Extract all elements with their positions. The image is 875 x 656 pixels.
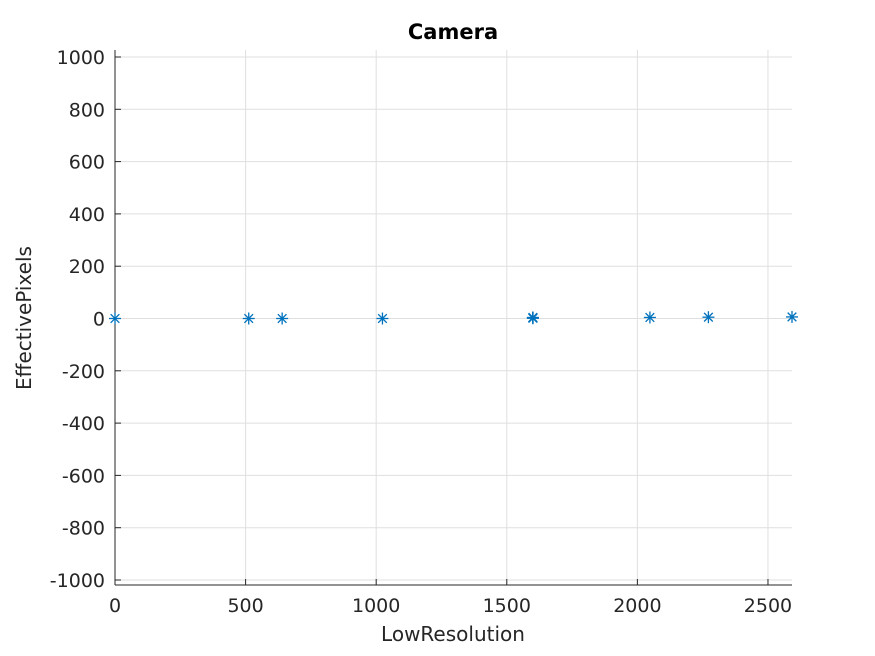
- y-tick-label: -800: [62, 518, 105, 540]
- data-point-1: [242, 312, 255, 325]
- y-tick-label: 200: [69, 256, 105, 278]
- y-tick-label: -1000: [50, 570, 105, 592]
- x-tick-label: 1500: [483, 595, 531, 617]
- axes: [114, 50, 792, 586]
- y-tick-label: 600: [69, 152, 105, 174]
- data-point-8: [643, 311, 656, 324]
- x-tick-label: 500: [227, 595, 263, 617]
- data-point-7: [526, 311, 539, 324]
- y-axis-ticks: -1000 -800 -600 -400 -200 0 200 400 600 800 1000: [50, 47, 121, 592]
- grid: [114, 50, 792, 585]
- y-tick-label: 800: [69, 99, 105, 121]
- x-tick-label: 2000: [613, 595, 661, 617]
- y-tick-label: -400: [62, 413, 105, 435]
- y-tick-label: 0: [93, 309, 105, 331]
- y-axis-label: EffectivePixels: [12, 246, 36, 390]
- x-axis-ticks: 0 500 1000 1500 2000 2500: [109, 579, 792, 617]
- data-point-3: [376, 312, 389, 325]
- y-tick-label: 400: [69, 204, 105, 226]
- chart-title: Camera: [408, 20, 498, 44]
- x-tick-label: 0: [109, 595, 121, 617]
- data-point-0: [109, 312, 121, 325]
- y-tick-label: -600: [62, 465, 105, 487]
- y-tick-label: -200: [62, 361, 105, 383]
- scatter-points: [109, 310, 798, 325]
- x-tick-label: 2500: [744, 595, 792, 617]
- x-axis-label: LowResolution: [381, 622, 525, 646]
- data-point-10: [786, 310, 798, 323]
- x-tick-label: 1000: [352, 595, 400, 617]
- data-point-9: [702, 311, 715, 324]
- data-point-2: [276, 312, 289, 325]
- y-tick-label: 1000: [57, 47, 105, 69]
